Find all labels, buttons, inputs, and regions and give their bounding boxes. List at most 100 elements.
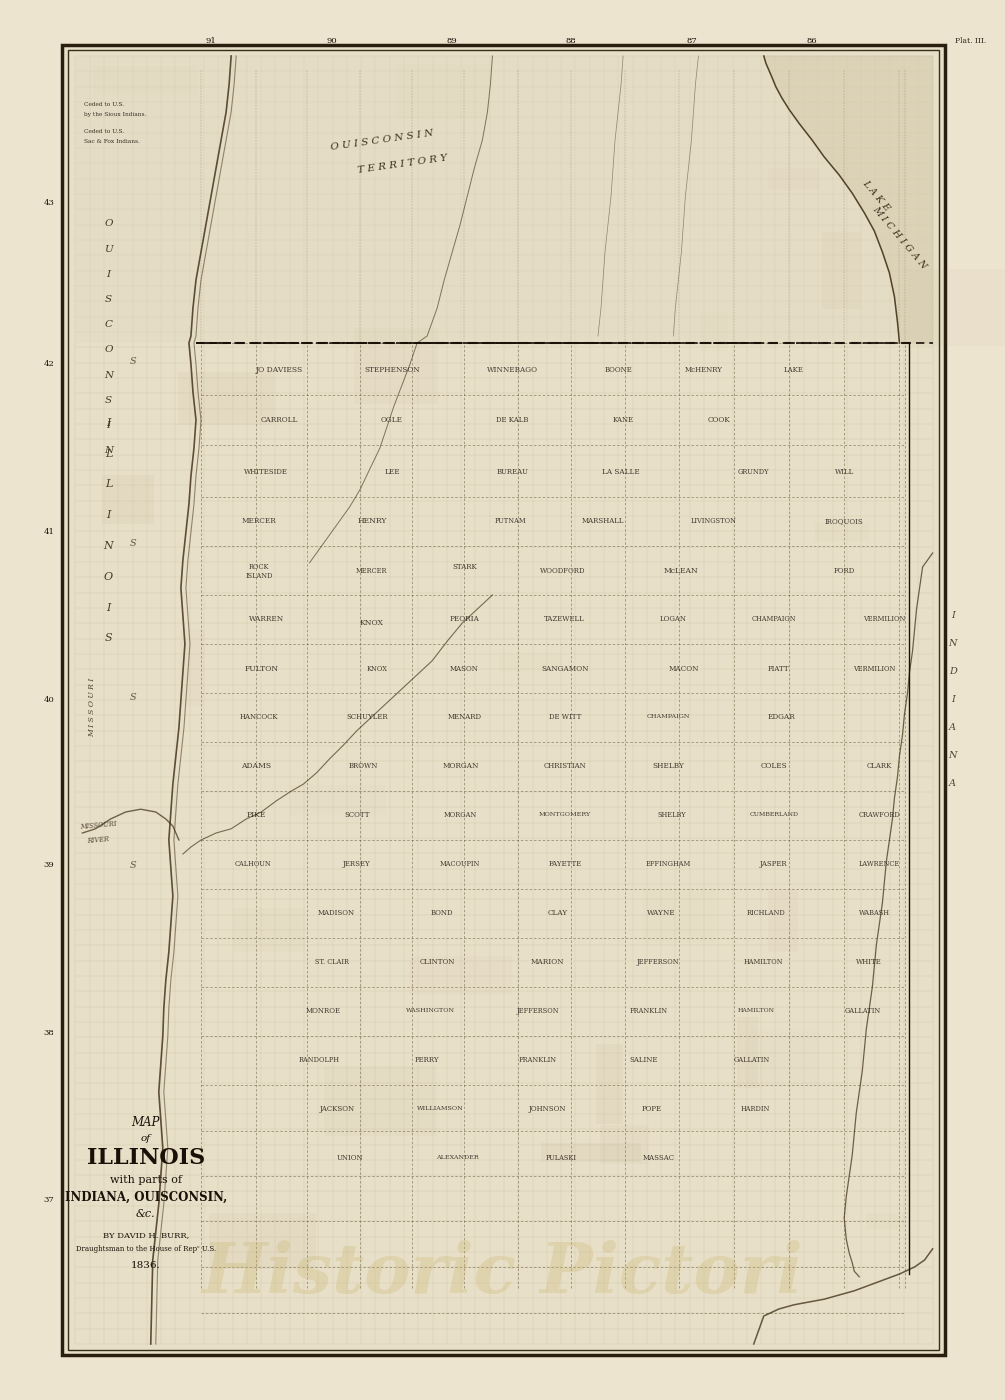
Text: T E R R I T O R Y: T E R R I T O R Y <box>357 153 447 175</box>
Text: JEFFERSON: JEFFERSON <box>517 1007 559 1015</box>
Text: 42: 42 <box>43 360 54 368</box>
Text: MARSHALL: MARSHALL <box>582 517 624 525</box>
Text: 40: 40 <box>43 696 54 704</box>
Text: CHAMPAIGN: CHAMPAIGN <box>646 714 690 720</box>
Text: SANGAMON: SANGAMON <box>541 665 589 673</box>
Text: FAYETTE: FAYETTE <box>548 860 582 868</box>
Text: ALEXANDER: ALEXANDER <box>436 1155 478 1161</box>
Text: M I C H I G A N: M I C H I G A N <box>870 204 929 272</box>
Text: LIVINGSTON: LIVINGSTON <box>690 517 737 525</box>
Text: PIKE: PIKE <box>246 811 266 819</box>
Text: D: D <box>949 668 957 676</box>
Text: ILLINOIS: ILLINOIS <box>86 1147 205 1169</box>
Text: SHELBY: SHELBY <box>657 811 685 819</box>
Bar <box>409 956 512 994</box>
Text: 91: 91 <box>206 36 216 45</box>
Text: MASON: MASON <box>450 665 478 673</box>
Text: 87: 87 <box>686 36 696 45</box>
Text: STEPHENSON: STEPHENSON <box>364 365 420 374</box>
Text: L: L <box>105 479 113 490</box>
Text: MORGAN: MORGAN <box>442 762 478 770</box>
Text: BUREAU: BUREAU <box>496 468 529 476</box>
Text: WASHINGTON: WASHINGTON <box>406 1008 454 1014</box>
Text: WINNEBAGO: WINNEBAGO <box>487 365 538 374</box>
Text: CUMBERLAND: CUMBERLAND <box>750 812 798 818</box>
Bar <box>178 372 274 426</box>
Text: LA SALLE: LA SALLE <box>602 468 640 476</box>
Bar <box>180 629 204 706</box>
Text: N: N <box>104 447 114 455</box>
Text: HAMILTON: HAMILTON <box>744 958 784 966</box>
Text: WOODFORD: WOODFORD <box>540 567 586 575</box>
Bar <box>68 50 939 1350</box>
Bar <box>498 655 562 671</box>
Text: HAMILTON: HAMILTON <box>738 1008 774 1014</box>
Text: TAZEWELL: TAZEWELL <box>545 615 585 623</box>
Text: &c.: &c. <box>136 1208 156 1219</box>
Text: MERCER: MERCER <box>242 517 276 525</box>
Text: 90: 90 <box>327 36 337 45</box>
Bar <box>643 890 716 942</box>
Bar <box>596 1044 623 1124</box>
Text: HENRY: HENRY <box>357 517 387 525</box>
Text: LAWRENCE: LAWRENCE <box>858 860 900 868</box>
Text: with parts of: with parts of <box>110 1175 182 1186</box>
Text: 88: 88 <box>566 36 576 45</box>
Text: MENARD: MENARD <box>447 713 481 721</box>
Text: ST. CLAIR: ST. CLAIR <box>315 958 349 966</box>
Polygon shape <box>764 56 933 343</box>
Text: Draughtsman to the House of Repᶜ U.S.: Draughtsman to the House of Repᶜ U.S. <box>75 1245 216 1253</box>
Text: 86: 86 <box>807 36 817 45</box>
Text: N: N <box>949 640 957 648</box>
Text: SALINE: SALINE <box>629 1056 657 1064</box>
Text: KNOX: KNOX <box>360 619 384 627</box>
Text: STARK: STARK <box>452 563 476 571</box>
Text: UNION: UNION <box>337 1154 363 1162</box>
Text: DE WITT: DE WITT <box>549 713 581 721</box>
Text: PUTNAM: PUTNAM <box>494 517 527 525</box>
Text: of: of <box>141 1134 151 1142</box>
Text: IROQUOIS: IROQUOIS <box>825 517 863 525</box>
Text: U: U <box>105 245 113 253</box>
Bar <box>289 785 385 815</box>
Text: by the Sioux Indians.: by the Sioux Indians. <box>84 112 147 118</box>
Text: RIVER: RIVER <box>87 834 110 844</box>
Text: WARREN: WARREN <box>249 615 283 623</box>
Text: PEORIA: PEORIA <box>449 615 479 623</box>
Text: JEFFERSON: JEFFERSON <box>637 958 679 966</box>
Bar <box>907 269 1005 346</box>
Text: LEE: LEE <box>384 468 400 476</box>
Text: A: A <box>950 780 956 788</box>
Text: McLEAN: McLEAN <box>664 567 698 575</box>
Text: MASSAC: MASSAC <box>642 1154 674 1162</box>
Text: CHRISTIAN: CHRISTIAN <box>544 762 586 770</box>
Text: CALHOUN: CALHOUN <box>235 860 271 868</box>
Text: S: S <box>130 539 136 547</box>
Text: SHELBY: SHELBY <box>652 762 684 770</box>
Bar <box>815 522 868 542</box>
Text: 37: 37 <box>43 1196 54 1204</box>
Text: MORGAN: MORGAN <box>443 811 477 819</box>
Text: WHITE: WHITE <box>856 958 882 966</box>
Text: RICHLAND: RICHLAND <box>747 909 785 917</box>
Text: C: C <box>105 321 113 329</box>
Text: MONROE: MONROE <box>307 1007 341 1015</box>
Text: CARROLL: CARROLL <box>260 416 298 424</box>
Text: 1836.: 1836. <box>131 1261 161 1270</box>
Text: BROWN: BROWN <box>349 762 379 770</box>
Text: L A K E: L A K E <box>861 179 891 213</box>
Text: S: S <box>130 861 136 869</box>
Text: FULTON: FULTON <box>244 665 278 673</box>
Text: S: S <box>105 295 113 304</box>
Text: KANE: KANE <box>612 416 634 424</box>
Text: EDGAR: EDGAR <box>768 713 796 721</box>
Text: LOGAN: LOGAN <box>660 615 686 623</box>
Text: CLINTON: CLINTON <box>419 958 455 966</box>
Text: CLARK: CLARK <box>866 762 892 770</box>
Text: I: I <box>107 417 111 428</box>
Bar <box>103 475 154 525</box>
Text: SCHUYLER: SCHUYLER <box>346 713 388 721</box>
Text: O U I S C O N S I N: O U I S C O N S I N <box>330 129 434 151</box>
Text: JERSEY: JERSEY <box>343 860 371 868</box>
Text: EFFINGHAM: EFFINGHAM <box>645 860 691 868</box>
